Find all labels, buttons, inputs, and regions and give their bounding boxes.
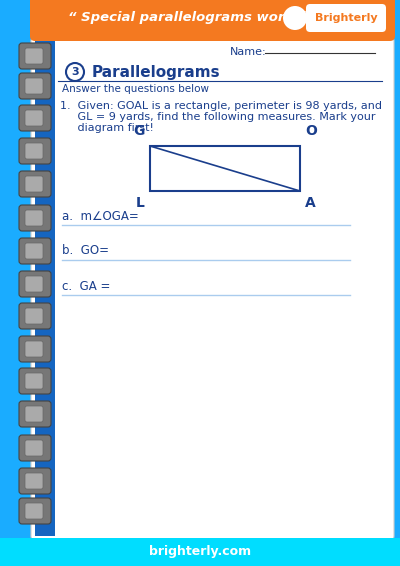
FancyBboxPatch shape [25, 276, 43, 292]
Text: c.  GA =: c. GA = [62, 280, 110, 293]
FancyBboxPatch shape [25, 473, 43, 489]
FancyBboxPatch shape [25, 243, 43, 259]
Text: 1.  Given: GOAL is a rectangle, perimeter is 98 yards, and: 1. Given: GOAL is a rectangle, perimeter… [60, 101, 382, 111]
Bar [35, 41, 55, 536]
FancyBboxPatch shape [25, 406, 43, 422]
Text: L: L [136, 196, 145, 210]
Text: “ Special parallelograms worksheets: “ Special parallelograms worksheets [68, 11, 343, 24]
Text: a.  m∠OGA=: a. m∠OGA= [62, 209, 139, 222]
Text: Name:: Name: [230, 47, 267, 57]
FancyBboxPatch shape [31, 37, 394, 540]
FancyBboxPatch shape [19, 205, 51, 231]
FancyBboxPatch shape [19, 138, 51, 164]
FancyBboxPatch shape [25, 110, 43, 126]
Text: GL = 9 yards, find the following measures. Mark your: GL = 9 yards, find the following measure… [60, 112, 376, 122]
Bar [150, 146, 300, 191]
FancyBboxPatch shape [19, 468, 51, 494]
FancyBboxPatch shape [25, 176, 43, 192]
FancyBboxPatch shape [19, 238, 51, 264]
FancyBboxPatch shape [25, 143, 43, 159]
FancyBboxPatch shape [30, 0, 395, 41]
FancyBboxPatch shape [25, 78, 43, 94]
FancyBboxPatch shape [19, 303, 51, 329]
FancyBboxPatch shape [25, 440, 43, 456]
FancyBboxPatch shape [306, 4, 386, 32]
Text: diagram first!: diagram first! [60, 123, 154, 133]
FancyBboxPatch shape [19, 401, 51, 427]
FancyBboxPatch shape [19, 171, 51, 197]
Bar [0, 538, 400, 566]
FancyBboxPatch shape [19, 271, 51, 297]
Text: Brighterly: Brighterly [315, 13, 377, 23]
Text: b.  GO=: b. GO= [62, 245, 109, 258]
Text: brighterly.com: brighterly.com [149, 546, 251, 559]
FancyBboxPatch shape [25, 48, 43, 64]
FancyBboxPatch shape [25, 341, 43, 357]
FancyBboxPatch shape [25, 503, 43, 519]
FancyBboxPatch shape [19, 73, 51, 99]
Circle shape [283, 6, 307, 30]
FancyBboxPatch shape [19, 43, 51, 69]
Text: O: O [305, 124, 317, 138]
FancyBboxPatch shape [25, 308, 43, 324]
FancyBboxPatch shape [19, 336, 51, 362]
FancyBboxPatch shape [19, 368, 51, 394]
FancyBboxPatch shape [19, 498, 51, 524]
Text: Answer the questions below: Answer the questions below [62, 84, 209, 94]
Text: Parallelograms: Parallelograms [92, 65, 221, 79]
Text: G: G [134, 124, 145, 138]
FancyBboxPatch shape [25, 373, 43, 389]
FancyBboxPatch shape [19, 435, 51, 461]
FancyBboxPatch shape [25, 210, 43, 226]
Text: 3: 3 [71, 67, 79, 77]
Text: A: A [305, 196, 316, 210]
Circle shape [66, 63, 84, 81]
FancyBboxPatch shape [19, 105, 51, 131]
